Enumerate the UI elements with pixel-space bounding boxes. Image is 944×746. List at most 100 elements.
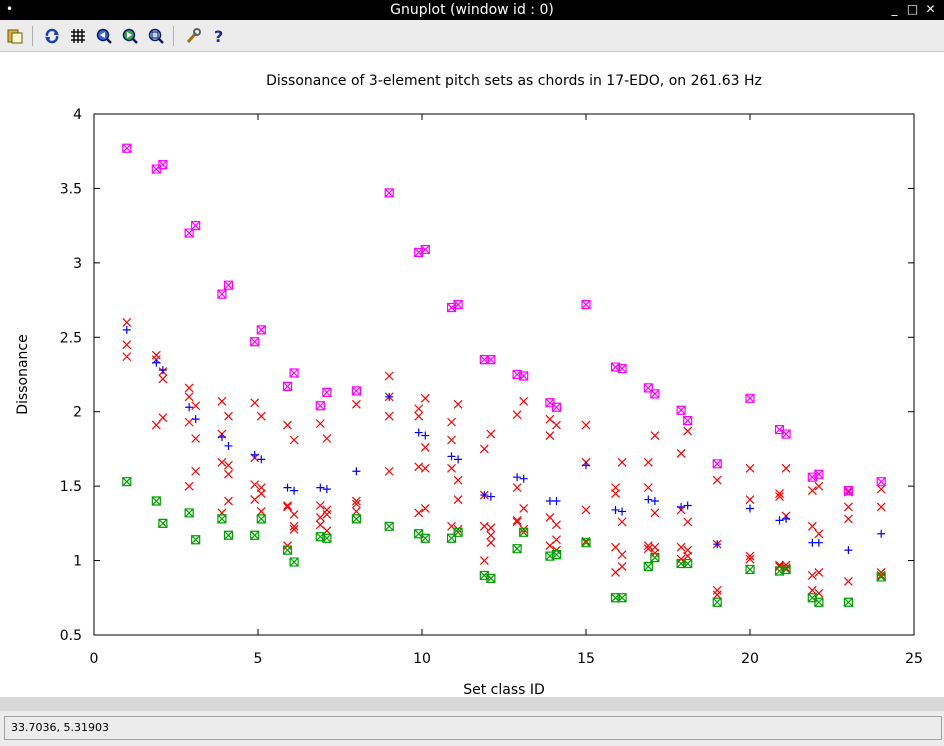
data-point-x (519, 396, 529, 406)
data-point-boxed-x (122, 143, 132, 153)
data-point-x (683, 426, 693, 436)
data-point-x (322, 510, 332, 519)
data-point-x (420, 393, 430, 403)
data-point-plus (513, 473, 522, 482)
data-point-boxed-x (581, 299, 591, 310)
data-point-boxed-x (581, 538, 591, 548)
data-point-x (807, 486, 817, 496)
data-point-x (643, 541, 653, 551)
unzoom-icon[interactable] (145, 25, 167, 47)
data-point-boxed-x (745, 564, 755, 575)
x-axis-label: Set class ID (463, 682, 545, 697)
zoom-previous-icon[interactable] (93, 25, 115, 47)
data-point-boxed-x (420, 244, 430, 255)
replot-icon[interactable] (41, 25, 63, 47)
data-point-x (184, 392, 194, 402)
data-point-x (351, 496, 361, 506)
minimize-icon[interactable]: _ (891, 2, 898, 16)
data-point-boxed-x (384, 188, 394, 198)
data-point-plus (713, 540, 722, 549)
data-point-x (512, 515, 522, 525)
window-title: Gnuplot (window id : 0) (390, 2, 554, 18)
data-point-boxed-x (322, 387, 332, 397)
data-point-x (486, 523, 496, 533)
copy-to-clipboard-icon[interactable] (4, 25, 26, 47)
data-point-boxed-x (683, 558, 693, 569)
data-point-x (643, 483, 653, 493)
data-point-boxed-x (617, 593, 627, 603)
data-point-x (256, 507, 266, 516)
data-point-boxed-x (282, 545, 293, 555)
data-point-plus (257, 455, 266, 464)
data-point-x (453, 495, 463, 504)
data-point-boxed-x (420, 533, 430, 543)
data-point-x (250, 480, 260, 490)
data-point-x (283, 502, 292, 512)
help-icon[interactable]: ? (208, 25, 230, 47)
data-point-x (315, 419, 325, 429)
data-point-boxed-x (551, 402, 562, 412)
data-point-boxed-x (223, 530, 234, 540)
data-point-x (250, 398, 260, 408)
close-icon[interactable]: ✕ (925, 2, 936, 16)
data-point-x (876, 502, 886, 512)
data-point-plus (644, 495, 653, 504)
data-point-boxed-x (282, 381, 293, 392)
data-point-x (712, 590, 722, 600)
data-point-boxed-x (486, 355, 496, 365)
data-point-plus (782, 514, 791, 523)
data-point-boxed-x (643, 561, 653, 572)
data-point-plus (122, 325, 131, 334)
data-point-x (745, 551, 755, 561)
data-point-x (184, 481, 194, 491)
window-menu-icon[interactable]: • (6, 2, 14, 16)
data-point-boxed-x (814, 597, 824, 607)
data-point-plus (683, 501, 692, 510)
data-point-boxed-x (453, 527, 463, 537)
data-point-x (414, 404, 424, 414)
data-point-x (224, 469, 233, 479)
data-point-boxed-x (486, 573, 496, 584)
data-point-x (552, 535, 561, 545)
y-tick-label: 0.5 (60, 628, 82, 644)
data-point-x (420, 463, 430, 473)
mouse-coordinates: 33.7036, 5.31903 (11, 721, 109, 734)
data-point-plus (519, 474, 528, 483)
settings-wrench-icon[interactable] (182, 25, 204, 47)
plot-border (93, 113, 915, 636)
data-point-x (414, 411, 424, 421)
data-point-x (617, 550, 627, 560)
data-point-plus (290, 486, 299, 495)
data-point-boxed-x (289, 557, 299, 567)
data-point-x (745, 495, 755, 504)
data-point-x (745, 554, 755, 564)
zoom-next-icon[interactable] (119, 25, 141, 47)
scatter-plot[interactable]: 0 5 10 15 20 25 0.5 1 1.5 2 2.5 3 3.5 4 Dissonance of … (0, 52, 944, 697)
data-point-x (283, 420, 292, 430)
data-point-x (552, 520, 561, 530)
data-point-x (217, 396, 227, 406)
data-point-x (814, 568, 824, 577)
data-point-x (151, 350, 161, 360)
data-point-plus (552, 497, 561, 506)
data-point-boxed-x (158, 518, 168, 528)
maximize-icon[interactable]: □ (906, 2, 919, 16)
data-point-boxed-x (322, 533, 332, 543)
grid-icon[interactable] (67, 25, 89, 47)
data-point-x (453, 399, 463, 409)
data-point-boxed-x (217, 289, 227, 299)
data-point-x (447, 417, 456, 427)
data-point-plus (352, 467, 361, 476)
data-point-boxed-x (519, 527, 529, 537)
data-point-boxed-x (158, 160, 168, 170)
data-point-boxed-x (250, 337, 260, 347)
data-point-boxed-x (191, 535, 201, 545)
chart-title: Dissonance of 3-element pitch sets as ch… (266, 73, 762, 89)
data-point-x (807, 521, 817, 531)
data-point-boxed-x (289, 368, 299, 378)
data-point-boxed-x (384, 521, 394, 531)
data-point-boxed-x (876, 572, 886, 582)
data-point-x (611, 542, 620, 552)
data-point-boxed-x (650, 389, 660, 399)
data-point-boxed-x (351, 386, 361, 396)
